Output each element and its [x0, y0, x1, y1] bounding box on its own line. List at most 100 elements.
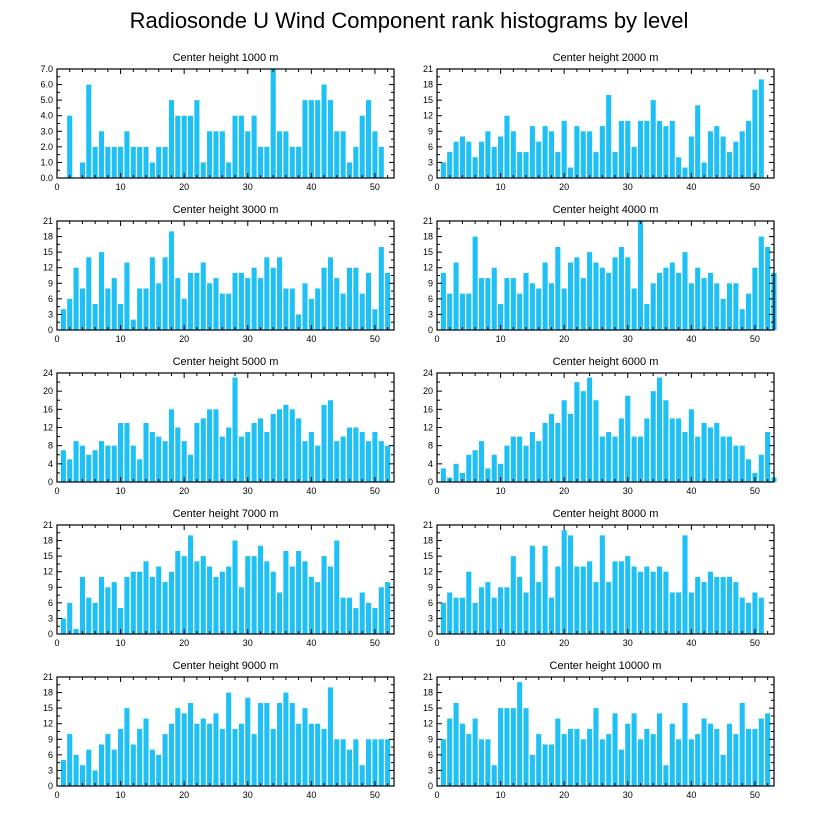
bar	[251, 422, 257, 482]
bar	[245, 131, 251, 178]
bar	[137, 459, 143, 482]
bar	[118, 728, 124, 786]
bar	[644, 120, 650, 178]
bar	[86, 749, 92, 786]
bar	[162, 441, 168, 483]
x-tick-label: 10	[116, 790, 126, 800]
bar	[599, 436, 605, 482]
bar	[60, 618, 66, 634]
bar	[98, 744, 105, 786]
bar	[567, 167, 574, 178]
bar	[542, 545, 548, 634]
bar	[124, 708, 130, 786]
x-tick-label: 50	[750, 486, 760, 496]
bar	[746, 459, 752, 482]
x-tick-label: 20	[179, 334, 189, 344]
bar	[143, 146, 149, 178]
bar	[676, 418, 682, 482]
bar	[168, 231, 174, 330]
bar	[162, 257, 168, 330]
bar	[270, 413, 276, 483]
bar	[118, 608, 124, 634]
y-tick-label: 7.0	[40, 64, 53, 74]
bar	[466, 734, 472, 786]
bar	[580, 739, 586, 786]
y-tick-label: 18	[423, 232, 433, 242]
bar	[385, 739, 391, 786]
bar	[612, 152, 618, 178]
bar	[682, 432, 688, 482]
bar	[143, 561, 149, 634]
bar	[86, 454, 92, 482]
bar	[207, 723, 213, 786]
bar	[219, 436, 225, 482]
bar	[453, 141, 459, 178]
bar	[156, 436, 162, 482]
bar	[207, 131, 213, 178]
bar	[105, 288, 111, 330]
bar	[264, 702, 270, 786]
bar	[478, 441, 485, 483]
bar	[372, 131, 378, 178]
y-tick-label: 18	[423, 536, 433, 546]
bar	[523, 272, 529, 330]
bar	[327, 400, 333, 482]
bar	[561, 288, 567, 330]
panel-4: Center height 4000 m 0 3 6 9 12 15 18 21 0 10 20 30 4…	[423, 204, 777, 344]
bar	[587, 728, 593, 786]
bar	[372, 309, 378, 330]
bar	[726, 436, 733, 482]
bar	[277, 131, 283, 178]
bar	[498, 136, 504, 178]
bar	[232, 540, 238, 634]
bar	[238, 115, 244, 178]
bar	[599, 535, 605, 634]
y-tick-label: 15	[423, 95, 433, 105]
bar	[555, 246, 561, 330]
bar	[207, 566, 213, 634]
bar	[498, 463, 504, 482]
bar	[296, 550, 302, 634]
bar	[758, 597, 764, 634]
bar	[625, 395, 631, 482]
bar	[302, 561, 308, 634]
bar	[187, 454, 194, 482]
y-tick-label: 21	[423, 216, 433, 226]
bar	[536, 288, 542, 330]
bar	[618, 418, 624, 482]
bar	[510, 556, 516, 634]
bar	[561, 734, 567, 786]
bar	[612, 257, 618, 330]
bar	[118, 422, 124, 482]
bar	[466, 293, 472, 330]
y-tick-label: 3	[48, 765, 53, 775]
y-tick-label: 9	[428, 126, 433, 136]
bar	[631, 436, 637, 482]
bar	[707, 723, 713, 786]
x-tick-label: 0	[54, 182, 59, 192]
bar	[542, 744, 548, 786]
y-tick-label: 12	[43, 567, 53, 577]
bar	[372, 432, 378, 482]
bar	[232, 272, 238, 330]
bar	[657, 713, 663, 786]
bar	[669, 120, 675, 178]
bar	[752, 89, 758, 178]
bar	[517, 152, 523, 178]
bar	[720, 436, 726, 482]
bar	[466, 571, 472, 634]
bar	[194, 422, 200, 482]
bar	[548, 283, 554, 330]
bar	[105, 445, 111, 482]
bar	[669, 723, 675, 786]
bar	[219, 293, 225, 330]
bar	[644, 304, 650, 330]
bar	[378, 739, 384, 786]
x-tick-label: 0	[434, 182, 439, 192]
bar	[302, 100, 308, 178]
bar	[739, 445, 745, 482]
y-tick-label: 18	[43, 688, 53, 698]
bar	[270, 267, 276, 330]
bar	[289, 288, 295, 330]
bar	[739, 702, 745, 786]
